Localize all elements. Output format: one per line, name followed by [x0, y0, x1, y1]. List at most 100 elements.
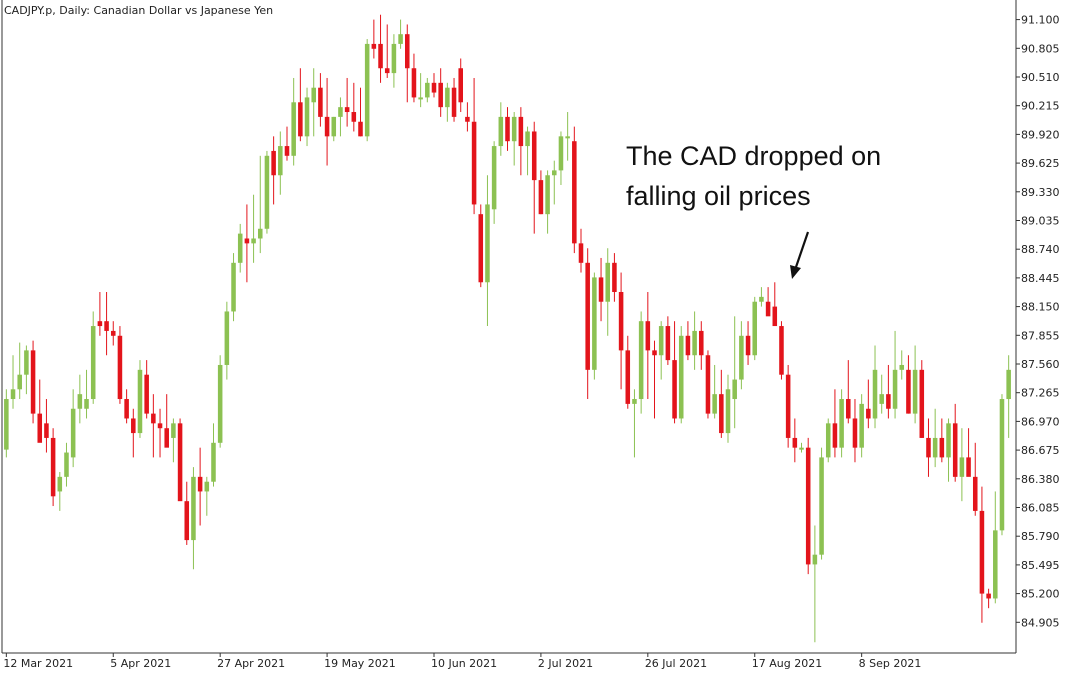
candle-body [612, 262, 617, 293]
candle [518, 107, 524, 176]
candle [825, 418, 831, 463]
y-tick-label: 88.740 [1021, 243, 1060, 256]
y-tick-label: 89.625 [1021, 157, 1060, 170]
candle [799, 442, 804, 453]
candle [451, 77, 457, 122]
candle-body [899, 364, 905, 370]
candle-body [151, 413, 156, 424]
candle [832, 389, 838, 458]
candle [171, 418, 176, 463]
candle-body [625, 350, 631, 404]
x-tick-label: 5 Apr 2021 [110, 657, 171, 670]
y-tick-label: 85.200 [1021, 588, 1060, 601]
candle [638, 311, 644, 414]
candle [97, 292, 103, 336]
candle-body [999, 399, 1005, 531]
candle-body [264, 155, 270, 229]
candle [24, 345, 29, 395]
candle-body [197, 476, 203, 492]
candle-body [124, 399, 129, 419]
candle-body [237, 233, 243, 263]
candle-body [986, 593, 991, 599]
candle [625, 335, 631, 409]
candle [358, 87, 363, 137]
x-tick-label: 27 Apr 2021 [217, 657, 285, 670]
candle [986, 588, 991, 609]
candle-body [939, 437, 945, 458]
candle-body [866, 408, 871, 419]
candle [224, 301, 230, 380]
candle [919, 360, 925, 438]
candle [17, 342, 22, 400]
candle [632, 389, 637, 458]
candle [866, 379, 871, 429]
candle [812, 525, 818, 643]
candle-body [805, 447, 811, 565]
candle [959, 428, 965, 502]
candle-body [50, 437, 56, 497]
candle [618, 272, 624, 390]
candle [792, 418, 798, 463]
candle-body [491, 146, 497, 210]
candle-body [572, 141, 577, 244]
candle-body [57, 476, 63, 492]
candle-body [585, 262, 590, 370]
candle-body [752, 301, 758, 356]
annotation: The CAD dropped on falling oil prices [626, 141, 881, 279]
candle [384, 24, 390, 78]
candle-body [618, 292, 624, 351]
candle-body [665, 326, 671, 361]
candle-body [545, 175, 550, 215]
candle [431, 73, 437, 98]
candle [645, 292, 651, 400]
candle [552, 160, 557, 205]
y-tick-label: 86.085 [1021, 501, 1060, 514]
candle-body [645, 321, 651, 351]
y-tick-label: 85.495 [1021, 559, 1060, 572]
candle-body [177, 423, 183, 502]
candle [491, 141, 497, 224]
candle [157, 408, 163, 458]
candle [217, 355, 223, 448]
y-tick-label: 88.150 [1021, 301, 1060, 314]
candle [197, 447, 203, 526]
candle [378, 14, 383, 83]
candle-body [465, 116, 470, 122]
candle-body [451, 87, 457, 117]
candle-body [411, 68, 417, 98]
candle-body [131, 418, 136, 434]
candle [37, 379, 43, 443]
candle [839, 389, 844, 458]
candle-body [271, 150, 276, 176]
candle-body [384, 68, 390, 74]
candle-body [318, 87, 323, 117]
candle [445, 82, 450, 122]
candle [545, 170, 550, 234]
y-ticks: 91.100 90.805 90.510 90.215 89.920 89.625 89.3… [1016, 14, 1060, 629]
candle-body [946, 423, 951, 458]
candle-body [224, 311, 230, 365]
candle-body [110, 330, 116, 336]
candle [364, 39, 370, 142]
candle [926, 418, 931, 477]
candle-body [919, 369, 925, 438]
candle [912, 345, 918, 424]
candle [505, 107, 510, 151]
candle [264, 150, 270, 234]
x-ticks: 12 Mar 2021 5 Apr 2021 27 Apr 2021 19 May 2… [3, 653, 921, 670]
candle [117, 326, 123, 404]
candle-body [739, 335, 744, 380]
candle [759, 287, 764, 307]
candle-body [231, 262, 236, 312]
candle-body [324, 116, 330, 137]
candle-body [799, 447, 804, 450]
candle [438, 68, 443, 117]
candle [752, 296, 758, 361]
candle-body [972, 476, 978, 511]
candle [271, 136, 276, 205]
candle [57, 471, 63, 511]
candle-body [211, 442, 216, 482]
candle [458, 58, 463, 113]
candle [291, 77, 296, 166]
candle [311, 68, 316, 137]
